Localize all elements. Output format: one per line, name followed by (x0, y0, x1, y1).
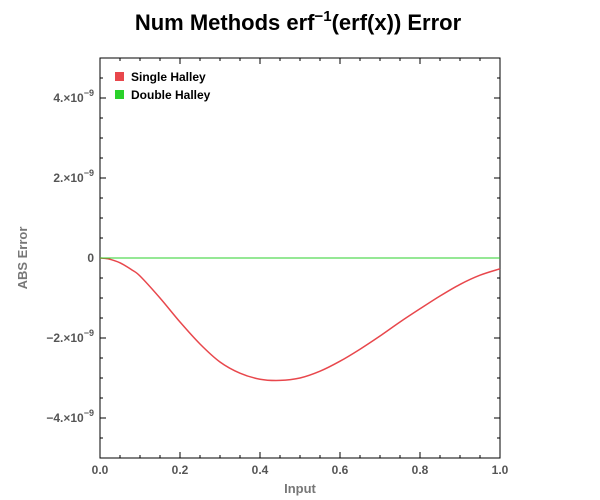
y-tick-times: ×10 (63, 331, 84, 345)
chart-title-superscript: −1 (315, 8, 332, 25)
series-line-single-halley (99, 257, 501, 382)
legend-label-single-halley: Single Halley (131, 70, 206, 84)
y-tick-mantissa: −4. (46, 411, 63, 425)
y-tick-mantissa: 0 (87, 251, 94, 265)
legend: Single Halley Double Halley (115, 70, 211, 102)
x-tick-label: 0.8 (412, 463, 429, 477)
tick-labels-layer: 0.0 0.2 0.4 0.6 0.8 1.04.×10−92.×10−90−2.×10−… (46, 88, 508, 477)
y-tick-mantissa: 2. (53, 171, 63, 185)
y-tick-label: 4.×10−9 (53, 88, 94, 105)
y-tick-label: 2.×10−9 (53, 168, 94, 185)
ticks-layer (99, 57, 501, 459)
legend-swatch-double-halley (115, 90, 124, 99)
x-tick-label: 0.0 (92, 463, 109, 477)
legend-swatch-single-halley (115, 72, 124, 81)
y-tick-exponent: −9 (84, 328, 94, 338)
y-tick-exponent: −9 (84, 168, 94, 178)
x-axis-label: Input (284, 481, 316, 496)
chart-title-base: Num Methods erf (135, 10, 315, 35)
y-tick-label: −4.×10−9 (46, 408, 94, 425)
y-tick-times: ×10 (63, 411, 84, 425)
y-tick-label: 0 (87, 251, 94, 265)
y-tick-exponent: −9 (84, 88, 94, 98)
series-layer (99, 257, 501, 382)
chart-title-rest: (erf(x)) Error (332, 10, 462, 35)
y-axis-label: ABS Error (15, 227, 30, 290)
x-tick-label: 0.4 (252, 463, 269, 477)
y-tick-label: −2.×10−9 (46, 328, 94, 345)
x-tick-label: 1.0 (492, 463, 509, 477)
chart-title: Num Methods erf−1(erf(x)) Error (135, 8, 462, 35)
legend-label-double-halley: Double Halley (131, 88, 211, 102)
x-tick-label: 0.6 (332, 463, 349, 477)
y-tick-mantissa: 4. (53, 91, 63, 105)
x-tick-label: 0.2 (172, 463, 189, 477)
y-tick-mantissa: −2. (46, 331, 63, 345)
y-tick-times: ×10 (63, 171, 84, 185)
y-tick-times: ×10 (63, 91, 84, 105)
y-tick-exponent: −9 (84, 408, 94, 418)
